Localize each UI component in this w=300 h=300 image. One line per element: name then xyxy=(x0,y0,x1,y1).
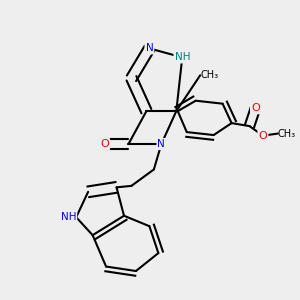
Text: NH: NH xyxy=(61,212,76,222)
Text: CH₃: CH₃ xyxy=(278,129,296,139)
Text: NH: NH xyxy=(175,52,190,62)
Text: N: N xyxy=(146,44,153,53)
Text: N: N xyxy=(158,139,165,149)
Text: O: O xyxy=(251,103,260,113)
Text: O: O xyxy=(259,131,267,141)
Text: O: O xyxy=(100,139,109,149)
Text: CH₃: CH₃ xyxy=(200,70,218,80)
